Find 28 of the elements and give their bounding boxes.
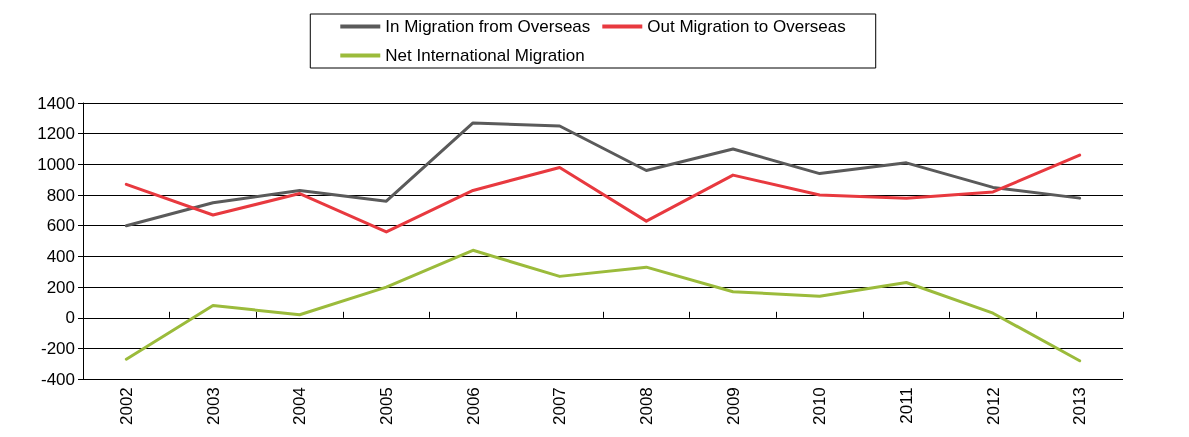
y-tick-label: 1400 [37, 93, 75, 113]
y-tick-label: -400 [40, 369, 75, 389]
x-tick-label: 2003 [203, 387, 223, 426]
y-tick-label: -200 [40, 338, 75, 358]
y-tick-label: 0 [65, 308, 75, 328]
legend-label: Out Migration to Overseas [647, 17, 846, 36]
legend-label: Net International Migration [385, 46, 585, 65]
line-series [124, 153, 1082, 234]
y-tick-label: 800 [46, 185, 75, 205]
x-tick-label: 2005 [376, 387, 396, 426]
x-tick-label: 2011 [896, 387, 916, 424]
legend-label: In Migration from Overseas [385, 17, 591, 36]
x-tick-label: 2009 [723, 387, 743, 426]
x-tick-label: 2006 [463, 387, 483, 426]
y-tick-label: 1200 [37, 124, 75, 144]
y-tick-label: 600 [46, 216, 75, 236]
x-tick-label: 2010 [810, 387, 830, 426]
x-tick-label: 2004 [290, 387, 310, 426]
x-tick-label: 2013 [1070, 387, 1090, 426]
y-tick-label: 200 [46, 277, 75, 297]
line-series [124, 248, 1082, 363]
x-tick-label: 2007 [550, 387, 570, 426]
line-series [124, 121, 1082, 228]
y-tick-label: 400 [46, 246, 75, 266]
x-tick-label: 2008 [636, 387, 656, 426]
x-tick-label: 2002 [116, 387, 136, 426]
y-tick-label: 1000 [37, 154, 75, 174]
x-tick-label: 2012 [983, 387, 1003, 426]
